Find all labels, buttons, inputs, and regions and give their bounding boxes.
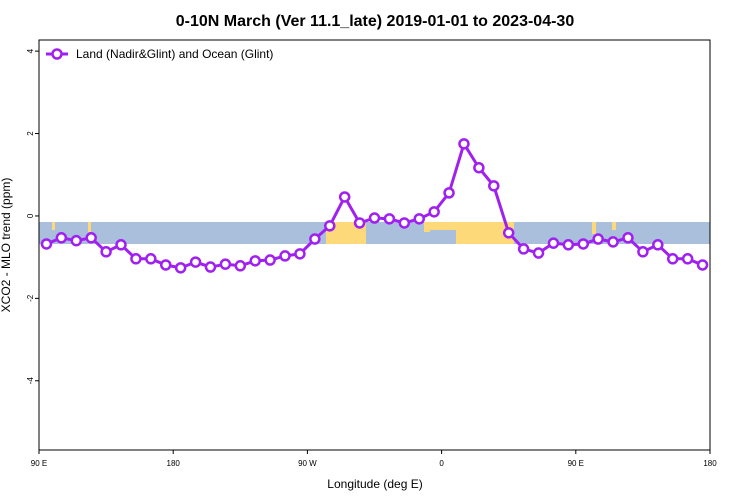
x-tick-label: 180 bbox=[167, 459, 181, 468]
y-axis-label: XCO2 - MLO trend (ppm) bbox=[0, 178, 13, 313]
data-point bbox=[249, 255, 261, 267]
legend-marker bbox=[51, 48, 63, 60]
series-line bbox=[45, 142, 704, 270]
data-point bbox=[40, 238, 53, 250]
land-band bbox=[456, 222, 514, 244]
data-point bbox=[383, 213, 396, 225]
data-point bbox=[592, 233, 604, 245]
data-point bbox=[174, 262, 187, 274]
legend: Land (Nadir&Glint) and Ocean (Glint) bbox=[46, 47, 273, 61]
data-point bbox=[458, 138, 470, 150]
data-point bbox=[353, 217, 366, 229]
x-tick-label: 90 E bbox=[568, 459, 584, 468]
data-point bbox=[443, 187, 455, 199]
data-point bbox=[279, 250, 291, 262]
data-point bbox=[294, 248, 306, 260]
data-point bbox=[398, 217, 411, 229]
data-point bbox=[219, 258, 232, 270]
data-point bbox=[473, 161, 485, 174]
data-point bbox=[100, 246, 112, 258]
land-band bbox=[424, 222, 430, 232]
data-point bbox=[413, 213, 425, 225]
data-point bbox=[547, 237, 560, 249]
data-point bbox=[577, 238, 590, 250]
data-point bbox=[324, 220, 336, 232]
data-point bbox=[681, 253, 694, 265]
data-point bbox=[488, 180, 500, 192]
data-point bbox=[428, 206, 440, 218]
data-point bbox=[502, 227, 515, 239]
data-point bbox=[159, 259, 172, 271]
data-point bbox=[368, 212, 381, 224]
data-point bbox=[145, 253, 157, 265]
data-point bbox=[309, 233, 321, 245]
data-point bbox=[637, 246, 649, 258]
data-point bbox=[532, 247, 545, 259]
x-axis-label: Longitude (deg E) bbox=[327, 477, 422, 491]
y-tick-label: -4 bbox=[26, 377, 35, 385]
y-tick-label: 4 bbox=[26, 48, 35, 53]
data-point bbox=[234, 260, 247, 272]
land-band bbox=[612, 222, 616, 230]
data-point bbox=[70, 234, 83, 247]
land-band bbox=[592, 222, 596, 234]
data-point bbox=[338, 191, 351, 203]
data-point bbox=[622, 232, 634, 244]
x-tick-label: 90 W bbox=[298, 459, 317, 468]
chart-title: 0-10N March (Ver 11.1_late) 2019-01-01 t… bbox=[176, 13, 575, 30]
data-point bbox=[696, 259, 709, 271]
x-tick-label: 0 bbox=[439, 459, 444, 468]
y-tick-label: 0 bbox=[26, 213, 35, 218]
x-tick-label: 90 E bbox=[31, 459, 47, 468]
data-point bbox=[204, 261, 217, 273]
data-point bbox=[264, 254, 276, 266]
legend-label: Land (Nadir&Glint) and Ocean (Glint) bbox=[76, 47, 273, 61]
ocean-band bbox=[39, 222, 710, 244]
land-band bbox=[88, 222, 91, 232]
data-point bbox=[517, 243, 530, 255]
data-point bbox=[607, 236, 619, 248]
y-tick-label: -2 bbox=[26, 294, 35, 302]
data-point bbox=[652, 239, 664, 251]
data-point bbox=[189, 256, 202, 268]
data-point bbox=[130, 253, 142, 265]
data-point bbox=[666, 253, 679, 265]
land-band bbox=[326, 222, 366, 244]
land-band bbox=[52, 222, 55, 230]
data-point bbox=[562, 239, 575, 251]
land-band bbox=[430, 222, 456, 230]
data-point bbox=[115, 239, 127, 251]
surface-band bbox=[39, 222, 710, 244]
plot-frame bbox=[38, 39, 711, 451]
y-tick-label: 2 bbox=[26, 131, 35, 136]
data-point bbox=[85, 232, 97, 244]
x-tick-label: 180 bbox=[703, 459, 717, 468]
data-point bbox=[55, 232, 68, 244]
